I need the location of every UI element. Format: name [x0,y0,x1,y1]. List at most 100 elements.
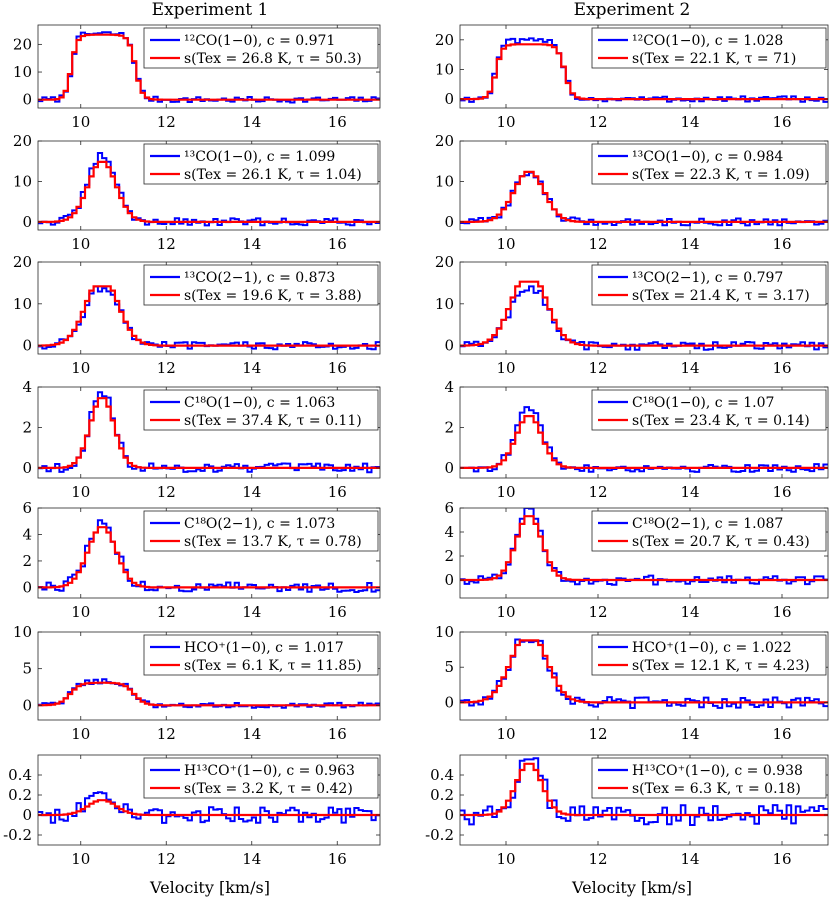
y-tick-label: 0.2 [430,786,454,804]
axes-box [459,386,829,479]
y-tick-label: 5 [22,660,32,678]
x-tick-label: 14 [242,603,261,621]
x-tick-label: 14 [242,235,261,253]
axes-box [37,24,381,109]
x-tick-label: 10 [71,113,90,131]
x-tick-label: 16 [328,603,347,621]
y-tick-label: 0 [444,571,454,589]
legend-label-observed: HCO⁺(1−0), c = 1.017 [184,640,344,656]
legend: H¹³CO⁺(1−0), c = 0.938 s(Tex = 6.3 K, τ =… [591,757,827,799]
y-tick-label: 10 [435,60,454,78]
x-tick-label: 14 [680,725,699,743]
x-tick-label: 16 [772,235,791,253]
x-tick-label: 12 [157,359,176,377]
legend-box [591,27,827,69]
legend-label-observed: HCO⁺(1−0), c = 1.022 [632,640,792,656]
x-tick-label: 12 [588,235,607,253]
legend-label-observed: C¹⁸O(1−0), c = 1.07 [632,395,774,411]
y-tick-label: 6 [22,499,32,517]
x-tick-label: 16 [328,725,347,743]
y-tick-label: 0 [22,806,32,824]
legend-box [591,264,827,306]
series-line-model [460,415,828,469]
series-line-model [460,43,828,101]
x-tick-label: 16 [328,359,347,377]
y-tick-label: 0 [444,90,454,108]
x-tick-label: 10 [71,603,90,621]
legend: HCO⁺(1−0), c = 1.022 s(Tex = 12.1 K, τ = … [591,634,827,676]
legend-box [591,757,827,799]
series-line-observed [460,406,828,473]
y-tick-label: 10 [435,623,454,641]
legend-label-observed: H¹³CO⁺(1−0), c = 0.938 [632,763,803,779]
legend-box [591,634,827,676]
y-tick-label: 0 [22,578,32,596]
legend-label-model: s(Tex = 37.4 K, τ = 0.11) [184,413,362,429]
series-line-observed [38,678,380,709]
x-tick-label: 16 [772,850,791,868]
x-tick-label: 16 [328,235,347,253]
legend-label-observed: C¹⁸O(1−0), c = 1.063 [184,395,335,411]
legend-label-model: s(Tex = 26.1 K, τ = 1.04) [184,167,362,183]
legend-label-observed: ¹³CO(1−0), c = 0.984 [632,149,783,165]
y-tick-label: 0 [444,213,454,231]
legend-label-model: s(Tex = 19.6 K, τ = 3.88) [184,288,362,304]
y-tick-label: 20 [13,253,32,271]
series-line-observed [460,757,828,826]
legend-label-model: s(Tex = 3.2 K, τ = 0.42) [184,781,353,797]
x-tick-label: 12 [157,725,176,743]
legend-label-model: s(Tex = 12.1 K, τ = 4.23) [632,658,810,674]
panel-exp1-c18o10: 10 12 14 16 0 2 4 C¹⁸O(1−0), c = 1.063 s(Tex = 3… [22,378,381,501]
panel-exp1-h13co10: 10 12 14 16 -0.2 0 0.2 0.4 H¹³CO⁺(1−0), c = 0.96… [3,754,381,868]
legend-box [143,264,379,306]
x-tick-label: 14 [680,850,699,868]
x-tick-label: 10 [71,850,90,868]
y-tick-label: 2 [444,547,454,565]
x-tick-label: 12 [157,113,176,131]
panel-exp2-c18o21: 10 12 14 16 0 2 4 6 C¹⁸O(2−1), c = 1.087 s(Tex = … [444,499,829,621]
x-tick-label: 12 [157,603,176,621]
column-title-experiment-1: Experiment 1 [152,0,269,20]
legend-label-observed: C¹⁸O(2−1), c = 1.073 [184,516,335,532]
x-tick-label: 16 [772,113,791,131]
legend-label-observed: ¹²CO(1−0), c = 1.028 [632,33,783,49]
x-tick-label: 10 [496,113,515,131]
y-tick-label: 2 [22,418,32,436]
legend: ¹³CO(2−1), c = 0.797 s(Tex = 21.4 K, τ = … [591,264,827,306]
panel-exp1-hco10: 10 12 14 16 0 5 10 HCO⁺(1−0), c = 1.017 s(Tex = … [13,623,381,743]
x-tick-label: 14 [680,113,699,131]
series-line-model [38,285,380,347]
legend-label-model: s(Tex = 6.1 K, τ = 11.85) [184,658,362,674]
x-axis-label-right: Velocity [km/s] [571,878,692,897]
y-tick-label: 5 [444,658,454,676]
series-line-model [38,160,380,223]
legend: ¹²CO(1−0), c = 1.028 s(Tex = 22.1 K, τ = … [591,27,827,69]
legend-box [143,143,379,185]
y-tick-label: 0 [22,213,32,231]
x-tick-label: 10 [496,725,515,743]
x-tick-label: 12 [157,850,176,868]
panel-exp2-13co10: 10 12 14 16 0 10 20 ¹³CO(1−0), c = 0.984 s(Tex =… [435,132,829,253]
y-tick-label: 0 [444,693,454,711]
x-tick-label: 12 [588,483,607,501]
y-tick-label: 0.4 [430,766,454,784]
x-tick-label: 12 [157,483,176,501]
series-line-model [38,33,380,101]
y-tick-label: 0 [444,806,454,824]
panel-exp1-12co10: 10 12 14 16 0 10 20 ¹²CO(1−0), c = 0.971 s(Tex =… [13,24,381,131]
legend: ¹³CO(2−1), c = 0.873 s(Tex = 19.6 K, τ = … [143,264,379,306]
y-tick-label: 10 [13,295,32,313]
series-line-model [460,170,828,223]
y-tick-label: 20 [13,132,32,150]
legend-box [143,757,379,799]
x-tick-label: 12 [157,235,176,253]
x-tick-label: 10 [71,483,90,501]
x-tick-label: 14 [242,725,261,743]
panel-exp2-12co10: 10 12 14 16 0 10 20 ¹²CO(1−0), c = 1.028 s(Tex =… [435,24,829,131]
x-axis-label-left: Velocity [km/s] [149,878,270,897]
panel-exp2-hco10: 10 12 14 16 0 5 10 HCO⁺(1−0), c = 1.022 s(Tex = … [435,623,829,743]
legend-label-observed: ¹³CO(1−0), c = 1.099 [184,149,335,165]
axes-box [459,631,829,721]
legend: C¹⁸O(2−1), c = 1.073 s(Tex = 13.7 K, τ = … [143,510,379,552]
